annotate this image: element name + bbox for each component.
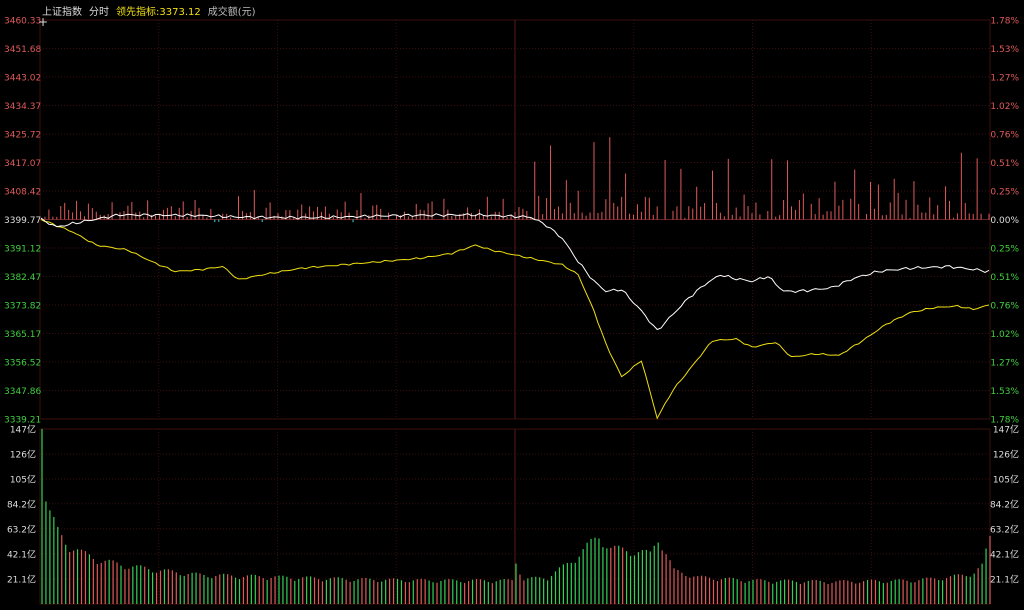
pct-tick-label: 1.27% [990,74,1019,84]
pct-tick-label: 0.25% [990,188,1019,198]
volume-tick-label-right: 42.1亿 [990,548,1019,560]
volume-label: 成交额(元) [207,7,256,18]
price-tick-label: 3460.33 [4,17,41,27]
pct-tick-label: 0.76% [990,131,1019,141]
pct-tick-label: 1.78% [990,17,1019,27]
price-tick-label: 3425.72 [4,131,41,141]
volume-tick-label: 42.1亿 [7,548,36,560]
volume-tick-label: 63.2亿 [7,523,36,535]
volume-tick-label-right: 84.2亿 [990,498,1019,510]
pct-tick-label: 1.02% [990,330,1019,340]
pct-tick-label: 1.78% [990,416,1019,426]
volume-tick-label-right: 147亿 [993,424,1019,436]
price-tick-label: 3451.68 [4,45,41,55]
crosshair-icon: + [38,15,49,29]
pct-tick-label: 0.25% [990,244,1019,254]
pct-tick-label: 0.76% [990,301,1019,311]
leading-label: 领先指标: [116,7,160,18]
chart-header: 上证指数 分时 领先指标:3373.12 成交额(元) [42,3,263,18]
volume-tick-label-right: 63.2亿 [990,523,1019,535]
volume-tick-label: 126亿 [10,449,36,461]
volume-tick-label: 147亿 [10,424,36,436]
price-tick-label: 3339.21 [4,416,41,426]
pct-tick-label: 1.53% [990,45,1019,55]
volume-tick-label: 105亿 [10,474,36,486]
pct-tick-label: 1.27% [990,358,1019,368]
pct-tick-label: 1.02% [990,102,1019,112]
price-tick-label: 3373.82 [4,301,41,311]
price-line [40,212,990,331]
price-tick-label: 3365.17 [4,330,41,340]
price-tick-label: 3356.52 [4,358,41,368]
pct-tick-label: 0.51% [990,273,1019,283]
volume-tick-label-right: 105亿 [993,474,1019,486]
price-tick-label: 3382.47 [4,273,41,283]
volume-tick-label: 21.1亿 [7,573,36,585]
volume-tick-label: 84.2亿 [7,498,36,510]
price-tick-label: 3408.42 [4,188,41,198]
pct-tick-label: 0.00% [990,216,1019,226]
pct-tick-label: 1.53% [990,387,1019,397]
price-tick-label: 3443.02 [4,74,41,84]
price-tick-label: 3417.07 [4,159,41,169]
price-tick-label: 3399.77 [4,216,41,226]
volume-tick-label-right: 126亿 [993,449,1019,461]
index-name: 上证指数 [42,7,82,18]
period-label: 分时 [89,7,109,18]
volume-tick-label-right: 21.1亿 [990,573,1019,585]
price-tick-label: 3347.86 [4,387,41,397]
price-tick-label: 3434.37 [4,102,41,112]
leading-value: 3373.12 [159,7,201,18]
pct-tick-label: 0.51% [990,159,1019,169]
price-tick-label: 3391.12 [4,244,41,254]
leading-line [40,219,990,420]
